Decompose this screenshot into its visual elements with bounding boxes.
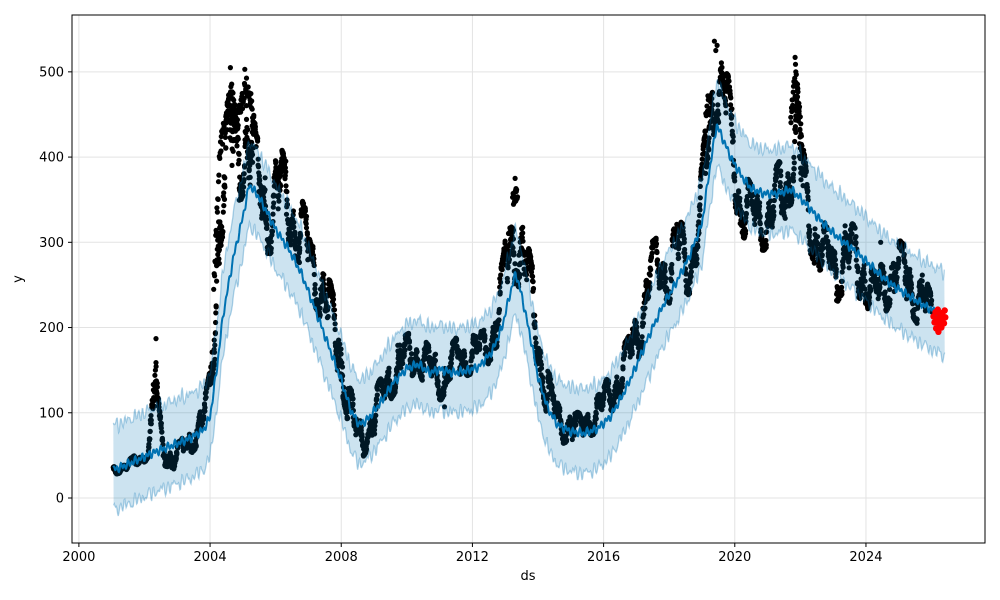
gridlines [72,15,985,543]
plot-border [71,14,986,544]
axes [71,14,986,544]
y-axis-label: y [11,275,26,283]
band-upper-edge [112,78,945,435]
yhat-line [112,123,946,474]
x-tick-label: 2024 [849,550,882,565]
y-tick-label: 400 [39,151,64,166]
band-fill [113,80,945,516]
x-tick-label: 2008 [325,550,358,565]
recent-points [930,306,949,335]
x-tick-label: 2004 [194,550,227,565]
forecast-line [112,123,946,474]
uncertainty-band [112,78,946,517]
y-tick-label: 200 [39,321,64,336]
x-tick-label: 2012 [456,550,489,565]
x-tick-label: 2020 [718,550,751,565]
y-tick-label: 100 [39,406,64,421]
y-tick-label: 300 [39,236,64,251]
tick-labels: 2000 2004 2008 2012 2016 2020 2024 0 100 200 300 40… [39,65,882,565]
y-tick-label: 0 [56,491,64,506]
x-tick-label: 2000 [62,550,95,565]
y-tick-label: 500 [39,65,64,80]
x-tick-label: 2016 [587,550,620,565]
x-axis-label: ds [520,569,535,584]
band-lower-edge [113,163,946,517]
